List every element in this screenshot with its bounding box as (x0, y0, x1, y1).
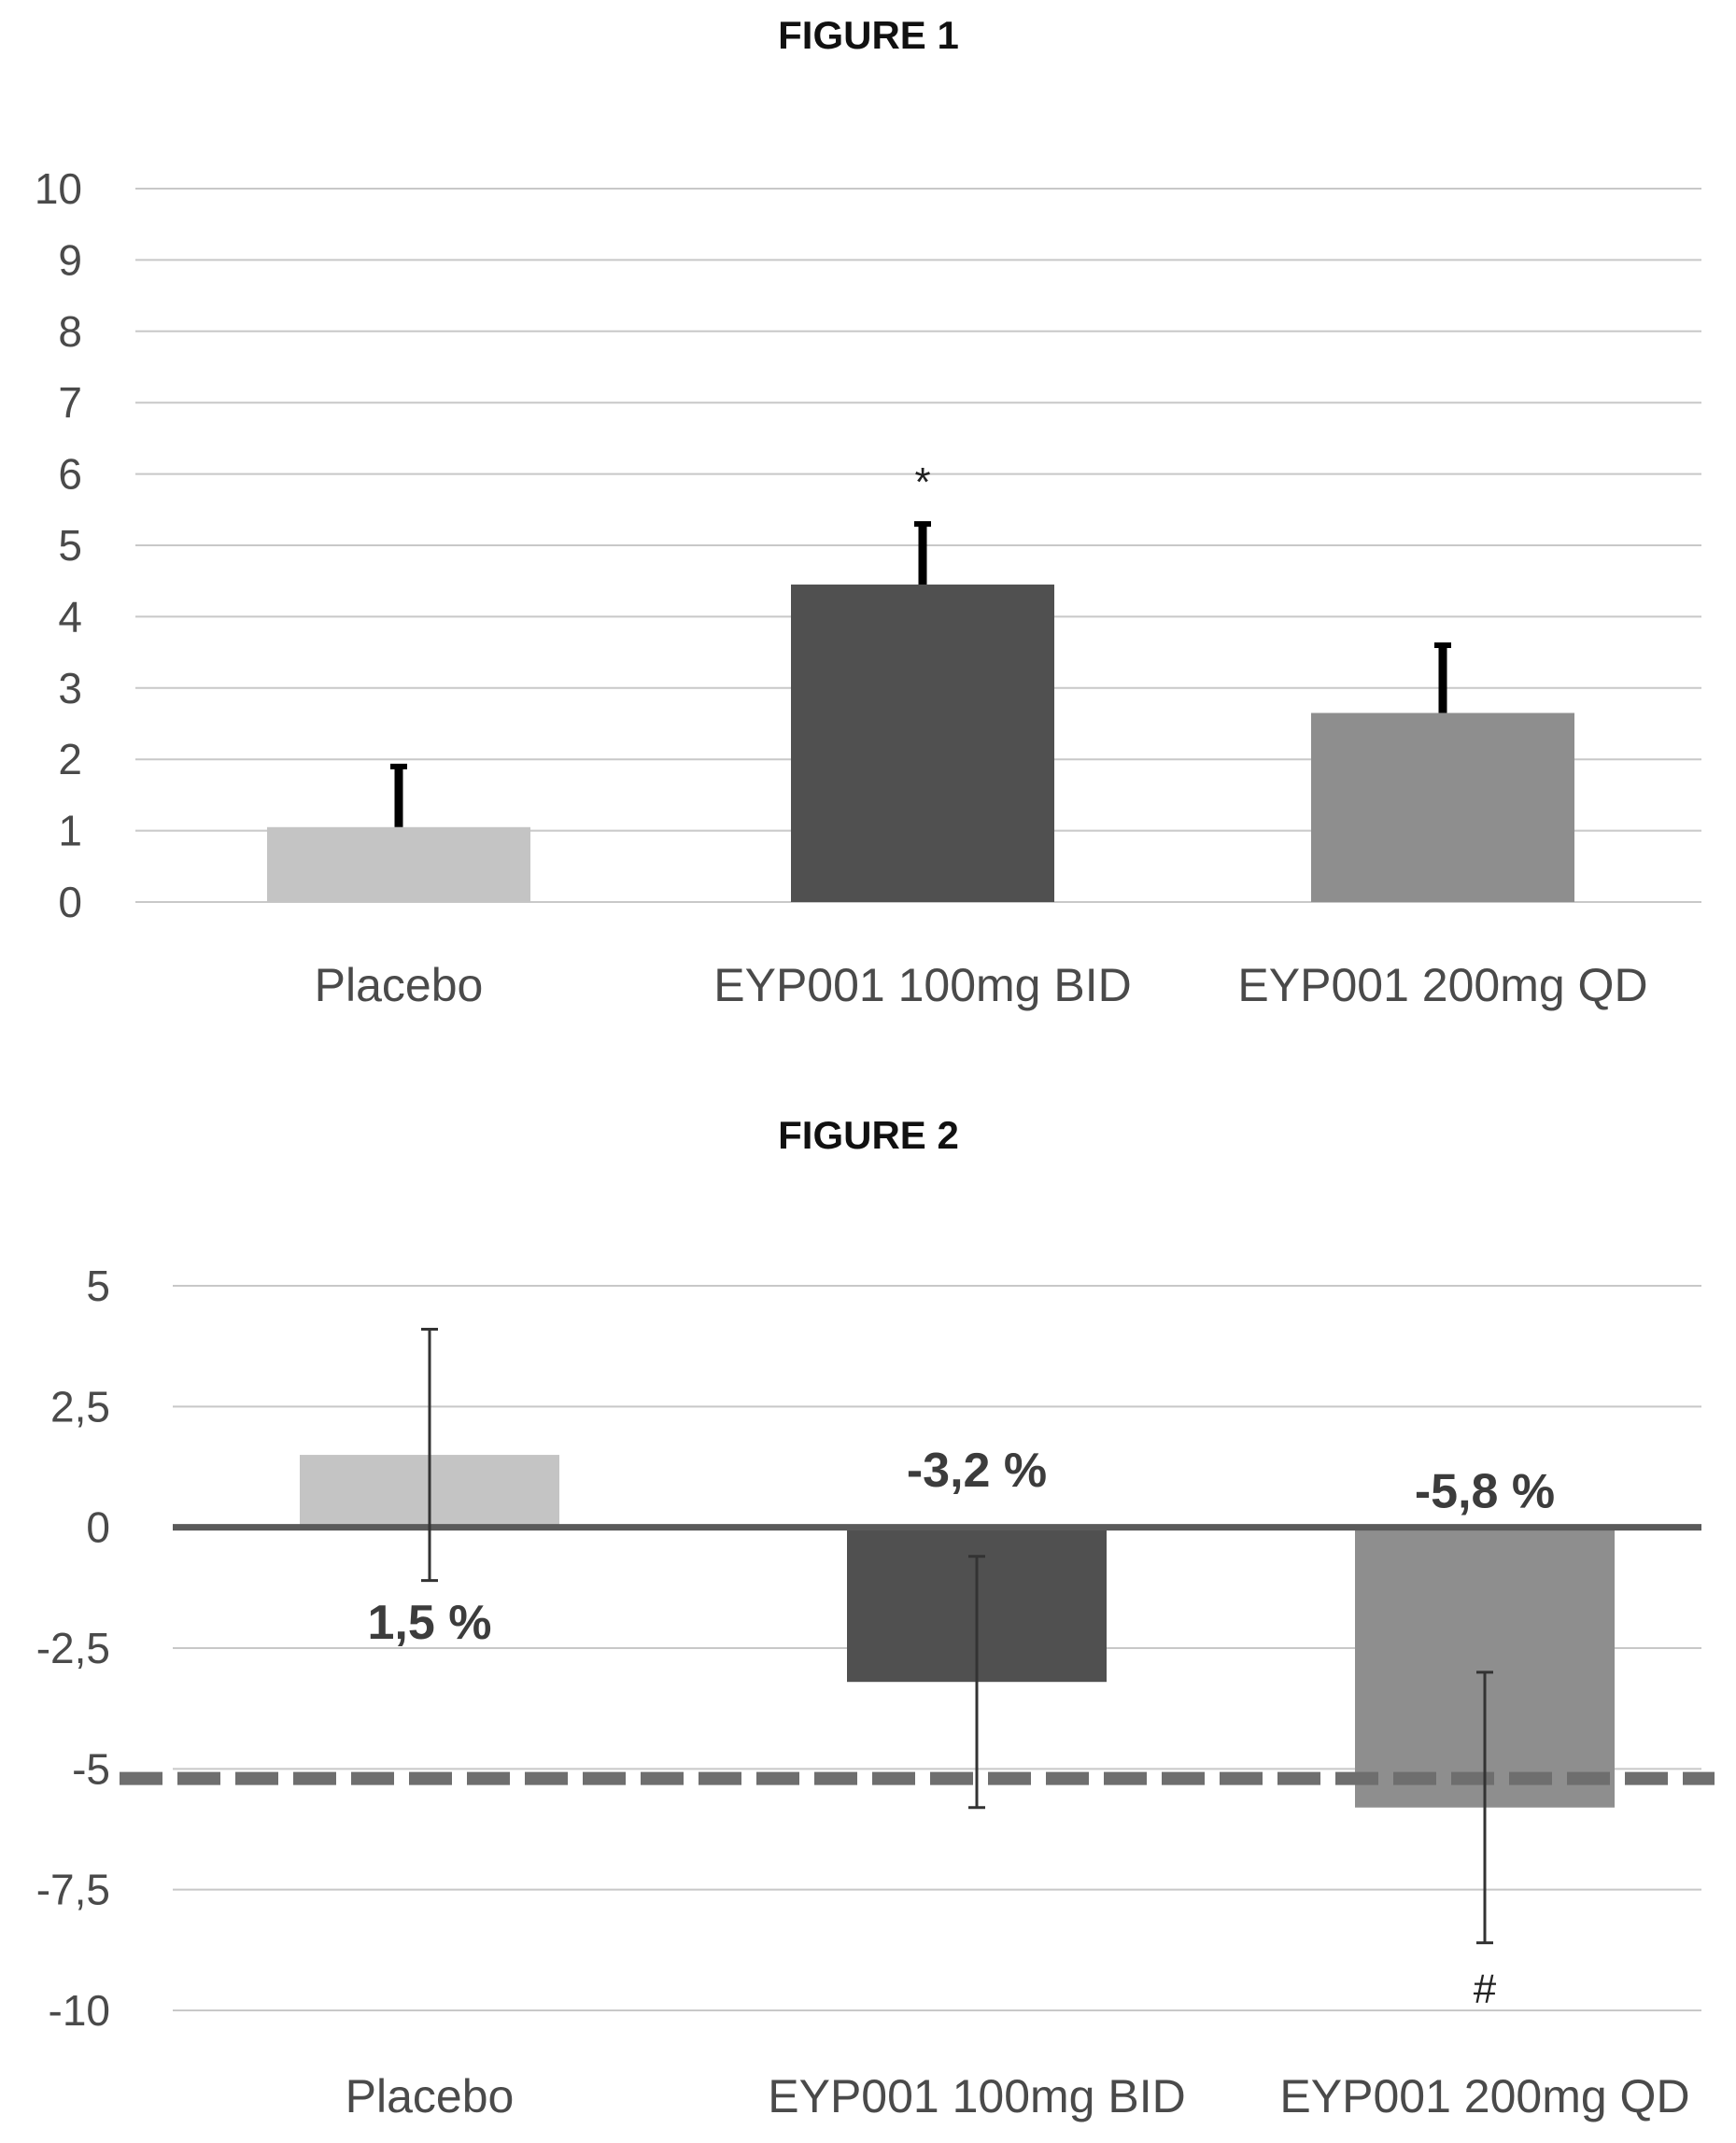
y-tick-label: 10 (35, 164, 82, 213)
category-label: Placebo (315, 959, 484, 1011)
category-label: Placebo (346, 2070, 515, 2122)
y-tick-label: 3 (58, 664, 82, 712)
y-tick-label: -10 (49, 1986, 110, 2035)
data-label: -5,8 % (1415, 1465, 1555, 1519)
category-label: EYP001 100mg BID (713, 959, 1132, 1011)
y-tick-label: 5 (86, 1262, 110, 1310)
figure-2-chart: 5 2,5 0 -2,5 -5 -7,5 -10 1,5 % -3,2 % -5,8 % Place… (36, 1262, 1715, 2122)
significance-marker: # (1474, 1967, 1497, 2012)
y-tick-label: -2,5 (36, 1624, 110, 1672)
data-label: -3,2 % (907, 1444, 1047, 1498)
y-tick-label: 5 (58, 521, 82, 570)
y-tick-label: 8 (58, 307, 82, 356)
bar (791, 585, 1054, 902)
significance-marker: * (914, 459, 930, 505)
y-tick-label: 0 (58, 878, 82, 926)
category-label: EYP001 200mg QD (1279, 2070, 1689, 2122)
category-label: EYP001 200mg QD (1237, 959, 1647, 1011)
y-tick-label: 7 (58, 378, 82, 427)
data-label: 1,5 % (368, 1596, 492, 1650)
y-tick-label: 1 (58, 807, 82, 855)
y-tick-label: 9 (58, 235, 82, 284)
figure-1-chart: 0 1 2 3 4 5 6 7 8 9 10 Placebo EYP001 100mg BID EYP00… (35, 164, 1701, 1011)
y-tick-label: 6 (58, 450, 82, 499)
figure-2-title: FIGURE 2 (778, 1113, 959, 1157)
category-label: EYP001 100mg BID (768, 2070, 1186, 2122)
y-tick-label: 2 (58, 735, 82, 783)
y-tick-label: 4 (58, 592, 82, 641)
y-tick-label: 0 (86, 1503, 110, 1552)
y-tick-label: 2,5 (50, 1382, 110, 1431)
figure-1-title: FIGURE 1 (778, 13, 959, 57)
y-tick-label: -7,5 (36, 1866, 110, 1914)
y-tick-label: -5 (72, 1744, 110, 1793)
bar (1311, 712, 1574, 902)
bar (267, 826, 530, 902)
